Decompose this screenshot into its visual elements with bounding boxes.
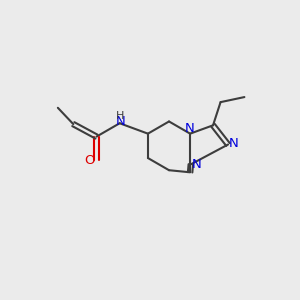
Text: N: N xyxy=(116,115,125,128)
Text: O: O xyxy=(85,154,95,167)
Text: H: H xyxy=(116,111,124,121)
Text: N: N xyxy=(185,122,194,135)
Text: N: N xyxy=(192,158,202,171)
Text: N: N xyxy=(229,137,239,150)
